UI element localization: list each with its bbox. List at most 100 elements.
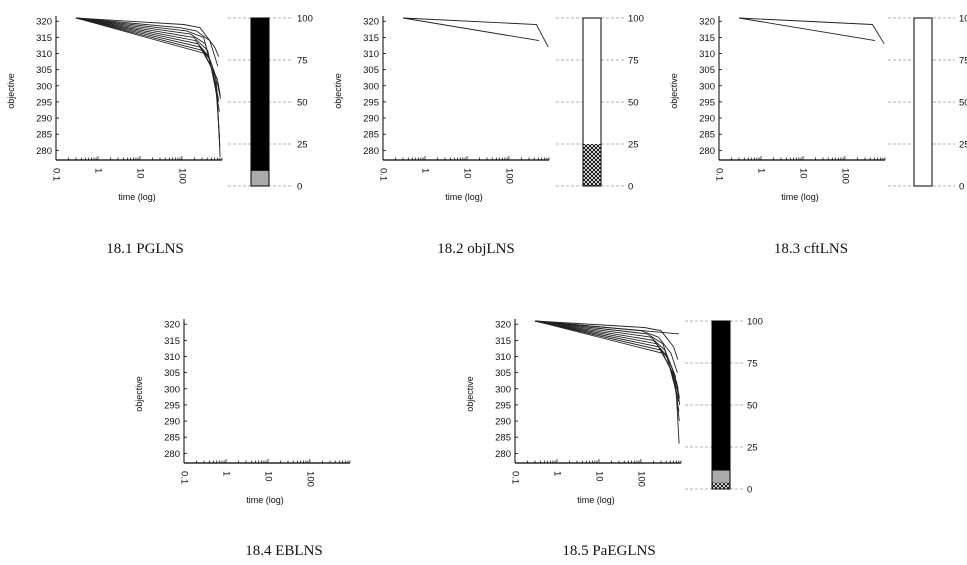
y-tick-label: 285 bbox=[495, 433, 511, 444]
y-tick-label: 320 bbox=[495, 320, 511, 331]
bar-tick-label: 50 bbox=[959, 98, 967, 109]
y-tick-label: 280 bbox=[36, 146, 52, 157]
y-tick-label: 320 bbox=[363, 17, 379, 28]
y-axis-label: objective bbox=[6, 73, 16, 109]
bar-tick-label: 0 bbox=[959, 182, 964, 193]
series-line-10 bbox=[75, 17, 221, 99]
x-tick-label: 1 bbox=[551, 471, 562, 476]
bar-tick-label: 50 bbox=[297, 98, 308, 109]
y-tick-label: 290 bbox=[363, 114, 379, 125]
y-tick-label: 310 bbox=[36, 49, 52, 60]
bar-tick-label: 100 bbox=[959, 14, 967, 25]
y-tick-label: 280 bbox=[495, 449, 511, 460]
y-tick-label: 315 bbox=[699, 33, 715, 44]
bar-tick-label: 25 bbox=[747, 443, 758, 454]
bar-tick-label: 75 bbox=[297, 56, 308, 67]
series-line-2 bbox=[402, 17, 540, 42]
x-axis-label: time (log) bbox=[246, 495, 284, 505]
y-tick-label: 310 bbox=[699, 49, 715, 60]
y-axis-label: objective bbox=[333, 73, 343, 109]
x-tick-label: 100 bbox=[503, 168, 514, 184]
y-tick-label: 295 bbox=[164, 400, 180, 411]
y-tick-label: 315 bbox=[36, 33, 52, 44]
x-minor-ticks bbox=[514, 459, 682, 463]
x-tick-label: 100 bbox=[176, 168, 187, 184]
y-tick-label: 315 bbox=[495, 336, 511, 347]
y-tick-label: 300 bbox=[495, 384, 511, 395]
y-tick-label: 320 bbox=[699, 17, 715, 28]
series-line-4 bbox=[75, 17, 220, 102]
y-tick-label: 305 bbox=[363, 65, 379, 76]
y-tick-label: 310 bbox=[363, 49, 379, 60]
x-minor-ticks bbox=[718, 156, 886, 160]
series-line-1 bbox=[402, 17, 549, 48]
stacked-bar: 100 75 50 25 0 bbox=[556, 14, 644, 193]
bar-outline bbox=[711, 320, 731, 490]
y-tick-label: 300 bbox=[36, 81, 52, 92]
series-line-1 bbox=[75, 17, 220, 57]
bar-tick-label: 0 bbox=[747, 485, 752, 496]
y-tick-label: 280 bbox=[699, 146, 715, 157]
x-tick-label: 100 bbox=[635, 471, 646, 487]
bar-segment-crosshatch bbox=[712, 482, 730, 489]
x-tick-label: 0.1 bbox=[713, 168, 724, 181]
series-line-10 bbox=[534, 320, 681, 405]
chart-panel-1: 320 315 310 305 300 295 290 285 280 0.1 1 10 100 time… bbox=[6, 14, 313, 258]
bar-segment-black bbox=[712, 321, 730, 471]
y-tick-label: 295 bbox=[495, 400, 511, 411]
y-tick-label: 315 bbox=[164, 336, 180, 347]
bar-segment-white bbox=[583, 18, 601, 144]
x-axis-label: time (log) bbox=[118, 192, 156, 202]
series-line-8 bbox=[534, 320, 680, 422]
y-tick-label: 305 bbox=[699, 65, 715, 76]
y-tick-label: 305 bbox=[164, 368, 180, 379]
bar-outline bbox=[250, 17, 270, 187]
bar-tick-label: 100 bbox=[747, 317, 763, 328]
y-tick-label: 285 bbox=[363, 130, 379, 141]
y-tick-label: 285 bbox=[36, 130, 52, 141]
x-axis-label: time (log) bbox=[781, 192, 819, 202]
chart-panel-5: 320 315 310 305 300 295 290 285 280 0.1 1 10 100 time… bbox=[465, 317, 763, 560]
stacked-bar: 100 75 50 25 0 bbox=[888, 14, 967, 193]
y-tick-label: 310 bbox=[164, 352, 180, 363]
y-tick-label: 320 bbox=[164, 320, 180, 331]
bar-tick-label: 25 bbox=[297, 140, 308, 151]
panel-caption: 18.5 PaEGLNS bbox=[562, 543, 655, 559]
y-tick-label: 285 bbox=[699, 130, 715, 141]
bar-segment-gray bbox=[251, 170, 269, 186]
x-minor-ticks bbox=[55, 156, 223, 160]
series-line-1 bbox=[738, 17, 885, 45]
bar-tick-label: 75 bbox=[959, 56, 967, 67]
panel-caption: 18.2 objLNS bbox=[437, 241, 515, 257]
x-tick-label: 100 bbox=[304, 471, 315, 487]
y-tick-label: 310 bbox=[495, 352, 511, 363]
y-tick-label: 320 bbox=[36, 17, 52, 28]
y-tick-label: 300 bbox=[699, 81, 715, 92]
bar-tick-label: 75 bbox=[747, 359, 758, 370]
panel-caption: 18.3 cftLNS bbox=[774, 241, 848, 257]
y-tick-label: 290 bbox=[699, 114, 715, 125]
bar-segment-black bbox=[251, 18, 269, 171]
x-tick-label: 0.1 bbox=[50, 168, 61, 181]
y-tick-label: 295 bbox=[699, 97, 715, 108]
y-tick-label: 305 bbox=[36, 65, 52, 76]
x-tick-label: 1 bbox=[419, 168, 430, 173]
x-tick-label: 0.1 bbox=[509, 471, 520, 484]
x-tick-label: 100 bbox=[839, 168, 850, 184]
bar-segment-gray bbox=[712, 470, 730, 483]
stacked-bar: 100 75 50 25 0 bbox=[228, 14, 313, 193]
x-tick-label: 10 bbox=[797, 168, 808, 179]
y-tick-label: 285 bbox=[164, 433, 180, 444]
x-axis-label: time (log) bbox=[445, 192, 483, 202]
y-tick-label: 290 bbox=[36, 114, 52, 125]
y-tick-label: 295 bbox=[36, 97, 52, 108]
y-axis-label: objective bbox=[134, 376, 144, 412]
y-tick-label: 280 bbox=[363, 146, 379, 157]
bar-tick-label: 100 bbox=[297, 14, 313, 25]
panel-caption: 18.4 EBLNS bbox=[245, 543, 323, 559]
series-line-2 bbox=[75, 17, 219, 67]
x-tick-label: 1 bbox=[220, 471, 231, 476]
series-line-2 bbox=[738, 17, 876, 42]
x-tick-label: 1 bbox=[92, 168, 103, 173]
